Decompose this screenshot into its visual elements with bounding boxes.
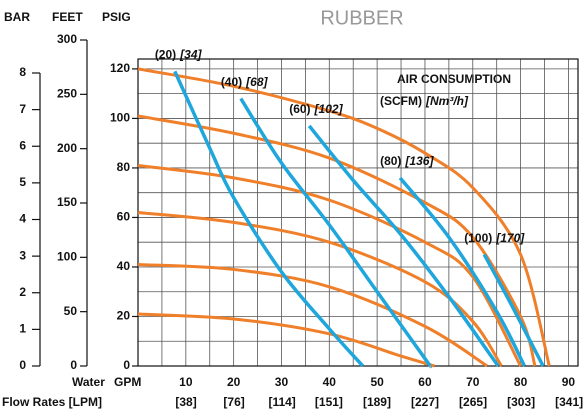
x2-tick-label: [151]	[315, 395, 343, 409]
air-curve-metric-label: [102]	[314, 102, 344, 116]
bar-axis-label: BAR	[4, 10, 30, 24]
air-curve	[482, 253, 545, 367]
x2-tick-label: [114]	[268, 395, 295, 409]
feet-tick-label: 300	[57, 32, 77, 46]
x-tick-label: 10	[179, 375, 193, 389]
pressure-curve	[137, 211, 503, 367]
psig-tick-label: 20	[117, 309, 131, 323]
x-tick-label: 30	[275, 375, 289, 389]
chart-title: RUBBER	[320, 7, 403, 29]
feet-tick-label: 0	[70, 358, 77, 372]
air-title: AIR CONSUMPTION	[397, 72, 511, 86]
air-curve-metric-label: [34]	[179, 48, 202, 62]
bar-tick-label: 5	[19, 175, 26, 189]
air-curve-label: (100)	[464, 231, 492, 245]
air-curve-label: (60)	[289, 102, 310, 116]
air-curve-metric-label: [170]	[495, 231, 525, 245]
x-tick-label: 80	[514, 375, 528, 389]
air-curve	[398, 176, 526, 367]
psig-axis-label: PSIG	[102, 10, 131, 24]
pressure-curve	[137, 262, 488, 368]
x2-tick-label: [227]	[411, 395, 439, 409]
air-curve	[239, 97, 433, 369]
x-label-lpm: Flow Rates [LPM]	[2, 395, 102, 409]
x2-tick-label: [265]	[459, 395, 487, 409]
x2-tick-label: [189]	[363, 395, 391, 409]
x-label-gpm: GPM	[114, 375, 141, 389]
air-curve-metric-label: [68]	[245, 75, 268, 89]
x-tick-label: 50	[370, 375, 384, 389]
pressure-curve	[137, 67, 551, 367]
bar-tick-label: 3	[19, 248, 26, 262]
psig-tick-label: 40	[117, 259, 131, 273]
x2-tick-label: [38]	[175, 395, 196, 409]
bar-tick-label: 2	[19, 285, 26, 299]
bar-tick-label: 1	[19, 322, 26, 336]
bar-tick-label: 8	[19, 65, 26, 79]
bar-tick-label: 0	[19, 358, 26, 372]
feet-tick-label: 50	[64, 304, 78, 318]
air-curve	[307, 124, 500, 368]
bar-tick-label: 7	[19, 102, 26, 116]
air-curve-metric-label: [136]	[404, 154, 434, 168]
psig-tick-label: 80	[117, 160, 131, 174]
x2-tick-label: [341]	[555, 395, 583, 409]
air-curve-label: (20)	[155, 48, 176, 62]
air-curve-label: (40)	[221, 75, 242, 89]
psig-tick-label: 60	[117, 210, 131, 224]
psig-tick-label: 100	[110, 111, 130, 125]
psig-tick-label: 0	[123, 358, 130, 372]
x2-tick-label: [303]	[507, 395, 535, 409]
bar-tick-label: 4	[19, 212, 26, 226]
psig-tick-label: 120	[110, 61, 130, 75]
feet-tick-label: 100	[57, 250, 77, 264]
x-tick-label: 90	[562, 375, 576, 389]
x-tick-label: 60	[418, 375, 432, 389]
x-tick-label: 70	[466, 375, 480, 389]
x2-tick-label: [76]	[223, 395, 244, 409]
air-unit-metric: [Nm³/h]	[425, 94, 469, 108]
feet-tick-label: 250	[57, 87, 77, 101]
air-curve-label: (80)	[380, 154, 401, 168]
x-tick-label: 20	[227, 375, 241, 389]
x-tick-label: 40	[323, 375, 337, 389]
air-curve	[173, 70, 365, 368]
pressure-curve	[137, 312, 435, 368]
bar-tick-label: 6	[19, 138, 26, 152]
x-label-water: Water	[72, 375, 105, 389]
feet-tick-label: 200	[57, 141, 77, 155]
feet-axis-label: FEET	[52, 10, 83, 24]
feet-tick-label: 150	[57, 195, 77, 209]
